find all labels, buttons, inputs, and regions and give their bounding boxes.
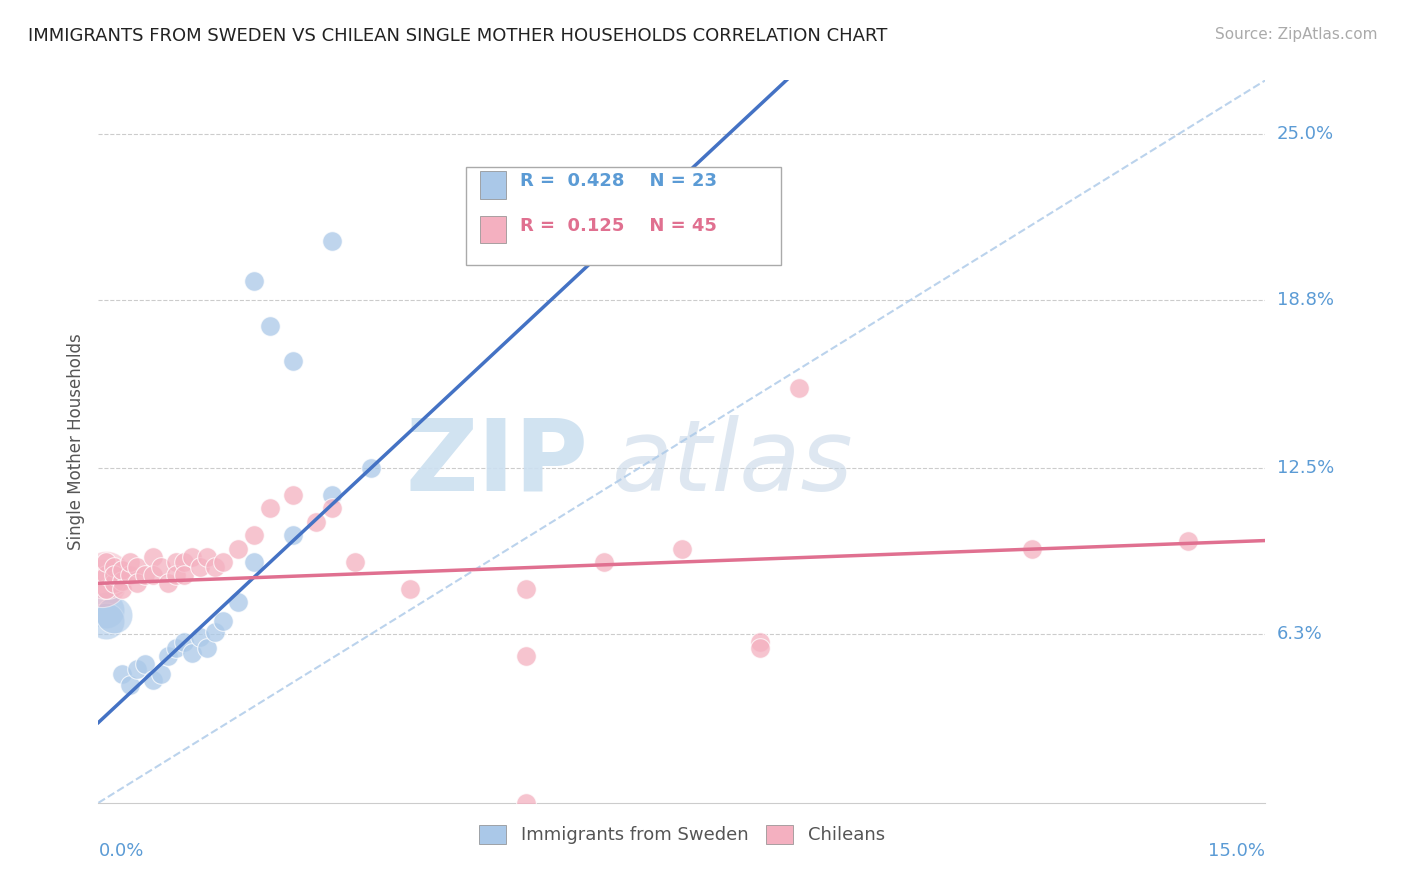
Point [228,541,250,556]
Point [188,630,211,644]
Point [111,563,134,577]
Point [515,582,537,596]
Point [259,501,281,516]
Point [195,549,218,564]
Text: ZIP: ZIP [406,415,589,512]
Point [344,555,367,569]
Point [103,608,125,623]
Point [787,381,810,395]
Point [96,603,118,617]
Point [173,635,195,649]
Point [305,515,328,529]
Point [360,461,382,475]
Point [142,549,165,564]
Point [96,568,118,582]
Point [142,673,165,687]
Point [118,555,141,569]
Point [157,648,180,663]
Text: R =  0.428    N = 23: R = 0.428 N = 23 [520,172,717,190]
Point [515,648,537,663]
Point [127,662,149,676]
Point [243,274,266,288]
Point [243,555,266,569]
Point [111,574,134,588]
Point [96,555,118,569]
Text: IMMIGRANTS FROM SWEDEN VS CHILEAN SINGLE MOTHER HOUSEHOLDS CORRELATION CHART: IMMIGRANTS FROM SWEDEN VS CHILEAN SINGLE… [28,27,887,45]
Text: 15.0%: 15.0% [1208,842,1265,860]
Text: Source: ZipAtlas.com: Source: ZipAtlas.com [1215,27,1378,42]
Point [96,582,118,596]
Point [228,595,250,609]
Y-axis label: Single Mother Households: Single Mother Households [66,334,84,549]
Point [134,568,156,582]
Text: atlas: atlas [612,415,853,512]
Point [165,568,187,582]
Point [671,541,693,556]
Point [212,555,235,569]
Point [321,234,343,248]
Point [180,646,202,660]
Point [321,501,343,516]
Point [103,568,125,582]
Text: 12.5%: 12.5% [1277,459,1334,477]
Legend: Immigrants from Sweden, Chileans: Immigrants from Sweden, Chileans [472,818,891,852]
Point [321,488,343,502]
Point [281,354,304,368]
Point [127,576,149,591]
Text: 0.0%: 0.0% [98,842,143,860]
Point [748,640,770,655]
Point [212,614,235,628]
Text: 6.3%: 6.3% [1277,625,1322,643]
Point [180,549,202,564]
Point [118,678,141,692]
FancyBboxPatch shape [479,216,506,244]
Point [593,555,616,569]
Point [173,568,195,582]
Point [103,560,125,574]
Point [91,576,114,591]
Point [103,576,125,591]
Point [204,560,226,574]
Point [204,624,226,639]
Point [398,582,420,596]
Point [259,319,281,334]
Point [142,568,165,582]
Point [1021,541,1043,556]
Point [165,555,187,569]
Point [243,528,266,542]
Point [96,568,118,582]
Text: R =  0.125    N = 45: R = 0.125 N = 45 [520,218,717,235]
Point [149,560,172,574]
Point [173,555,195,569]
Point [96,614,118,628]
Point [515,796,537,810]
Text: 25.0%: 25.0% [1277,125,1334,143]
Point [1177,533,1199,548]
Point [111,667,134,681]
FancyBboxPatch shape [465,167,782,265]
Point [157,576,180,591]
Point [165,640,187,655]
Point [748,635,770,649]
Point [134,657,156,671]
Text: 18.8%: 18.8% [1277,291,1333,309]
Point [127,560,149,574]
Point [188,560,211,574]
Point [111,582,134,596]
Point [281,528,304,542]
Point [118,568,141,582]
FancyBboxPatch shape [479,171,506,199]
Point [149,667,172,681]
Point [281,488,304,502]
Point [195,640,218,655]
